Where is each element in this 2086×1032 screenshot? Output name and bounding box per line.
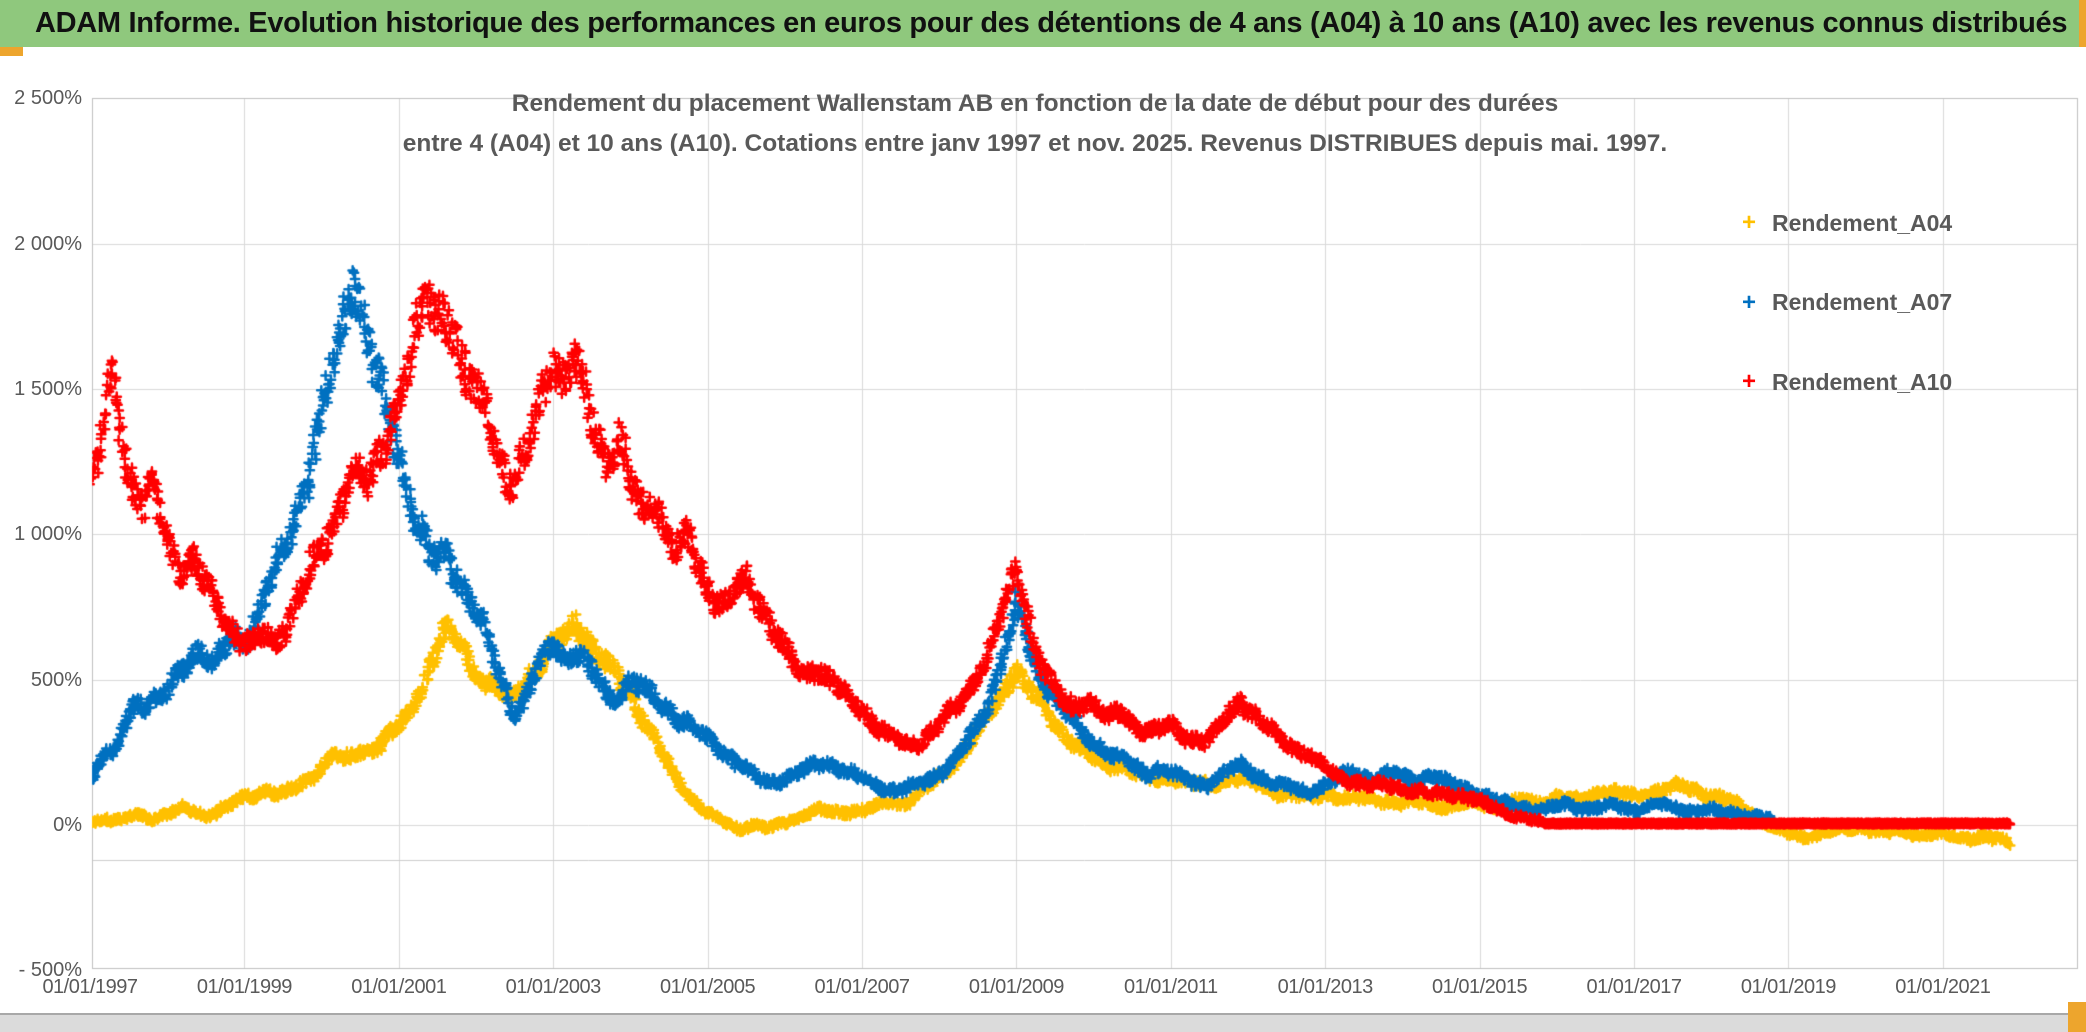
x-tick-label: 01/01/2019 [1740, 976, 1837, 998]
y-tick-label: - 500% [18, 959, 82, 982]
x-tick-label: 01/01/1999 [196, 976, 293, 998]
legend-item: + Rendement_A07 [1738, 285, 1952, 321]
y-tick-label: 1 000% [14, 523, 82, 546]
chart-title-line1: Rendement du placement Wallenstam AB en … [511, 90, 1559, 117]
y-tick-label: 500% [30, 668, 82, 691]
legend-label: Rendement_A10 [1772, 368, 1953, 395]
chart-title: Rendement du placement Wallenstam AB en … [300, 84, 1770, 164]
chart-title-line2: entre 4 (A04) et 10 ans (A10). Cotations… [402, 130, 1668, 157]
x-tick-label: 01/01/2009 [968, 976, 1065, 998]
x-tick-label: 01/01/1997 [42, 976, 138, 998]
legend-label: Rendement_A04 [1772, 209, 1953, 236]
x-tick-label: 01/01/2015 [1432, 976, 1528, 998]
x-tick-label: 01/01/2003 [505, 976, 602, 998]
y-tick-label: 0% [53, 814, 82, 836]
x-tick-label: 01/01/2013 [1277, 976, 1374, 998]
plus-icon: + [1741, 368, 1756, 395]
orange-accent-corner-icon [2068, 1002, 2086, 1032]
legend-item: + Rendement_A04 [1738, 205, 1952, 241]
legend-label: Rendement_A07 [1772, 289, 1953, 315]
x-tick-label: 01/01/2005 [660, 976, 756, 998]
x-tick-label: 01/01/2011 [1123, 976, 1218, 998]
plus-icon: + [1741, 209, 1756, 236]
x-tick-label: 01/01/2021 [1895, 976, 1991, 998]
y-tick-label: 2 000% [14, 232, 82, 255]
y-tick-label: 1 500% [14, 377, 82, 400]
y-tick-label: 2 500% [14, 87, 82, 110]
x-tick-label: 01/01/2007 [814, 976, 910, 998]
x-tick-label: 01/01/2001 [351, 976, 447, 998]
plus-icon: + [1741, 288, 1756, 316]
legend-item: + Rendement_A10 [1738, 364, 1952, 400]
bottom-bar [0, 1013, 2086, 1032]
x-tick-label: 01/01/2017 [1586, 976, 1682, 998]
